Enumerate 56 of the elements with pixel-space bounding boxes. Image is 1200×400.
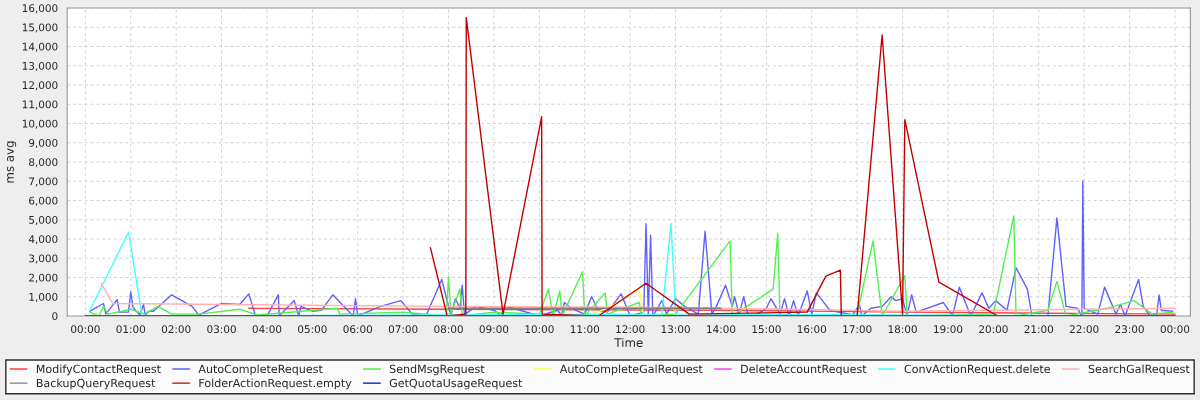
y-tick-label: 1,000 — [29, 292, 58, 302]
x-tick-label: 03:00 — [207, 325, 236, 334]
x-tick-label: 05:00 — [298, 325, 327, 334]
x-tick-label: 23:00 — [1115, 325, 1144, 334]
y-tick-label: 4,000 — [28, 235, 58, 245]
legend-label: AutoCompleteRequest — [198, 364, 323, 376]
x-tick-label: 14:00 — [707, 325, 736, 334]
y-tick-label: 10,000 — [22, 119, 58, 129]
x-tick-label: 20:00 — [979, 325, 1008, 334]
y-tick-label: 0 — [52, 312, 58, 321]
legend-label: ConvActionRequest.delete — [904, 364, 1050, 376]
y-tick-label: 12,000 — [22, 81, 58, 91]
x-tick-label: 18:00 — [888, 325, 917, 334]
x-tick-label: 12:00 — [616, 325, 645, 334]
legend-label: DeleteAccountRequest — [741, 364, 867, 376]
legend-label: SendMsgRequest — [389, 364, 485, 376]
legend-label: GetQuotaUsageRequest — [389, 378, 523, 390]
y-tick-label: 15,000 — [22, 23, 58, 33]
legend-label: BackupQueryRequest — [36, 378, 156, 390]
x-tick-label: 00:00 — [71, 325, 100, 334]
x-tick-label: 21:00 — [1024, 325, 1054, 334]
y-tick-label: 14,000 — [22, 42, 58, 52]
x-tick-label: 19:00 — [934, 325, 963, 334]
legend-label: ModifyContactRequest — [36, 364, 161, 376]
x-tick-label: 04:00 — [252, 325, 282, 334]
y-tick-label: 7,000 — [29, 177, 58, 187]
x-tick-label: 22:00 — [1069, 325, 1099, 334]
legend-label: AutoCompleteGalRequest — [559, 364, 703, 376]
x-tick-label: 08:00 — [434, 325, 463, 334]
y-tick-label: 9,000 — [29, 138, 58, 148]
legend-label: SearchGalRequest — [1088, 364, 1190, 376]
y-tick-label: 13,000 — [22, 61, 58, 71]
legend-label: FolderActionRequest.empty — [199, 378, 352, 390]
y-tick-label: 6,000 — [29, 196, 58, 206]
y-tick-label: 11,000 — [22, 100, 58, 110]
x-tick-label: 09:00 — [479, 325, 509, 334]
x-tick-label: 07:00 — [388, 325, 418, 334]
x-tick-label: 01:00 — [116, 325, 146, 334]
x-tick-label: 02:00 — [161, 325, 191, 334]
y-axis-title: ms avg — [7, 141, 17, 183]
x-tick-label: 06:00 — [343, 325, 373, 334]
x-axis-title: Time — [614, 337, 643, 348]
x-tick-label: 17:00 — [843, 325, 872, 334]
y-tick-label: 3,000 — [29, 254, 58, 264]
x-tick-label: 16:00 — [797, 325, 827, 334]
y-tick-label: 2,000 — [29, 273, 58, 283]
x-tick-label: 10:00 — [525, 325, 554, 334]
y-tick-label: 16,000 — [22, 4, 58, 14]
y-tick-label: 8,000 — [29, 158, 58, 168]
line-series — [100, 282, 1176, 312]
x-tick-label: 00:00 — [1160, 325, 1190, 334]
y-tick-label: 5,000 — [29, 215, 58, 225]
x-tick-label: 11:00 — [570, 325, 600, 334]
x-tick-label: 13:00 — [661, 325, 690, 334]
x-tick-label: 15:00 — [752, 325, 781, 334]
line-series — [89, 180, 1174, 316]
